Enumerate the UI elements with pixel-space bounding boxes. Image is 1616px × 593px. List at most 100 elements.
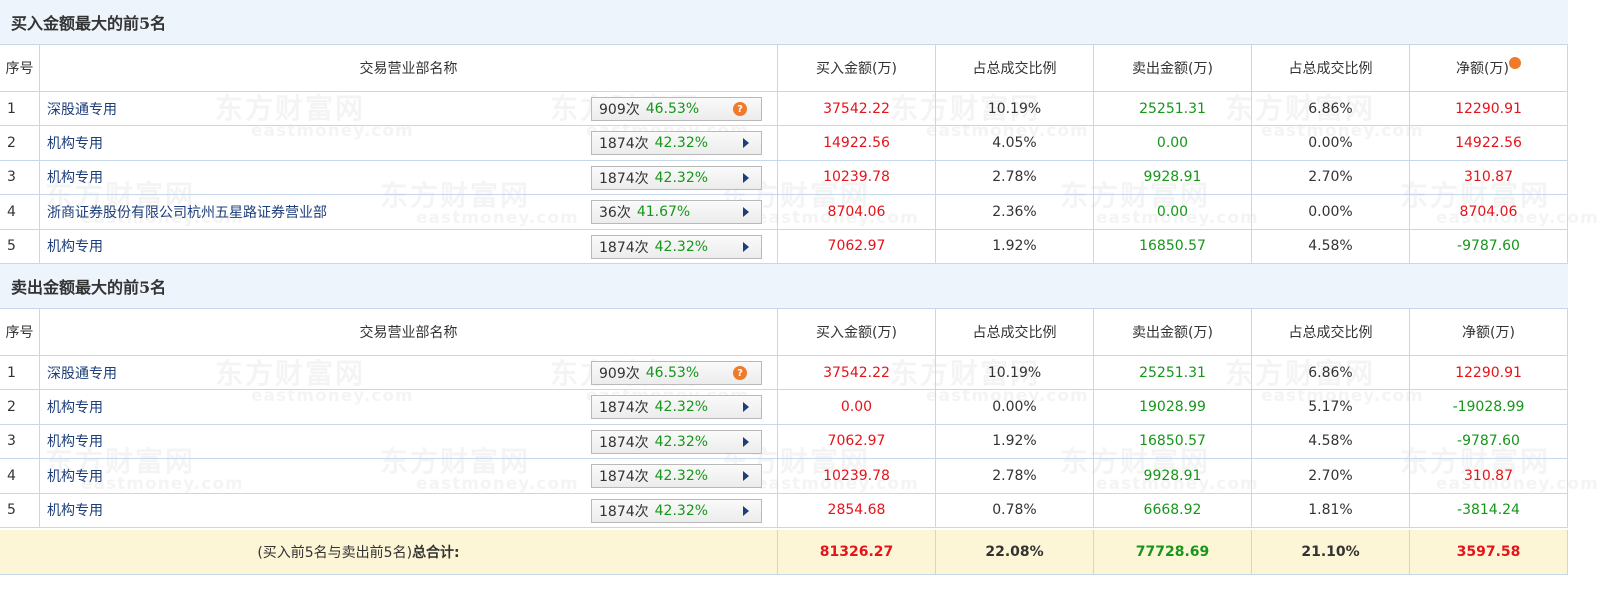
value-cell: 1.81%	[1252, 493, 1410, 528]
watermark: 东方财富网eastmoney.com	[1225, 95, 1424, 140]
broker-badge[interactable]: 1874次 42.32%	[591, 165, 762, 190]
watermark: 东方财富网eastmoney.com	[1225, 360, 1424, 405]
badge-icon[interactable]	[743, 505, 749, 516]
watermark-url: eastmoney.com	[81, 210, 244, 227]
watermark: 东方财富网eastmoney.com	[45, 448, 244, 493]
broker-badge[interactable]: 1874次 42.32%	[591, 429, 762, 454]
watermark-name: 东方财富网	[215, 95, 414, 123]
broker-badge[interactable]: 36次 41.67%	[591, 200, 762, 225]
header-text: 序号	[5, 325, 34, 341]
value-cell: 12290.91	[1410, 92, 1568, 127]
badge-icon[interactable]	[743, 402, 749, 413]
watermark-name: 东方财富网	[380, 448, 579, 476]
total-cell: 81326.27	[778, 530, 936, 575]
total-bold: 总合计:	[412, 545, 460, 561]
header-cell: 序号	[0, 45, 40, 92]
broker-cell: 机构专用	[40, 390, 778, 425]
broker-name: 机构专用	[47, 503, 103, 520]
badge-icon[interactable]	[743, 241, 749, 252]
help-icon[interactable]	[1508, 57, 1521, 69]
badge-rate: 46.53%	[645, 365, 700, 381]
header-cell: 卖出金额(万)	[1094, 309, 1252, 356]
value-cell: 10239.78	[778, 160, 936, 196]
broker-badge[interactable]: 909次 46.53%?	[591, 97, 762, 121]
value-cell: -9787.60	[1410, 229, 1568, 264]
section-title: 卖出金额最大的前5名	[0, 264, 1568, 309]
value-cell: 16850.57	[1094, 424, 1252, 460]
header-text: 净额(万)	[1462, 325, 1515, 341]
broker-cell: 深股通专用	[40, 92, 778, 127]
broker-cell: 机构专用	[40, 126, 778, 161]
value-cell: 8704.06	[778, 195, 936, 230]
header-cell: 买入金额(万)	[778, 45, 936, 92]
watermark-name: 东方财富网	[1400, 448, 1599, 476]
value-cell: -9787.60	[1410, 424, 1568, 460]
badge-count: 909次	[599, 366, 640, 382]
watermark-url: eastmoney.com	[251, 123, 414, 140]
rank: 2	[0, 126, 40, 161]
value-cell: 2.78%	[936, 160, 1094, 196]
header-text: 卖出金额(万)	[1132, 61, 1213, 77]
header-cell: 占总成交比例	[936, 309, 1094, 356]
watermark-url: eastmoney.com	[1261, 388, 1424, 405]
watermark-name: 东方财富网	[45, 182, 244, 210]
watermark-url: eastmoney.com	[251, 388, 414, 405]
watermark-name: 东方财富网	[1400, 182, 1599, 210]
header-cell: 序号	[0, 309, 40, 356]
header-cell: 卖出金额(万)	[1094, 45, 1252, 92]
value-cell: 0.00%	[936, 390, 1094, 425]
broker-name: 浙商证券股份有限公司杭州五星路证券营业部	[47, 204, 327, 221]
watermark-url: eastmoney.com	[756, 476, 919, 493]
value-cell: 0.00	[1094, 126, 1252, 161]
watermark-url: eastmoney.com	[926, 123, 1089, 140]
value-cell: 4.05%	[936, 126, 1094, 161]
broker-badge[interactable]: 1874次 42.32%	[591, 395, 762, 420]
value-cell: 7062.97	[778, 229, 936, 264]
badge-icon[interactable]	[743, 172, 749, 183]
badge-count: 1874次	[599, 170, 649, 187]
value-cell: 9928.91	[1094, 459, 1252, 494]
header-cell: 交易营业部名称	[40, 45, 778, 92]
value-cell: 0.78%	[936, 493, 1094, 528]
value-cell: 12290.91	[1410, 356, 1568, 391]
broker-badge[interactable]: 909次 46.53%?	[591, 361, 762, 385]
badge-icon[interactable]	[743, 471, 749, 482]
watermark: 东方财富网eastmoney.com	[215, 360, 414, 405]
value-cell: 6.86%	[1252, 356, 1410, 391]
value-cell: 19028.99	[1094, 390, 1252, 425]
header-text: 买入金额(万)	[816, 325, 897, 341]
watermark-url: eastmoney.com	[416, 210, 579, 227]
broker-name: 深股通专用	[47, 101, 117, 118]
badge-icon[interactable]	[743, 138, 749, 149]
broker-badge[interactable]: 1874次 42.32%	[591, 498, 762, 523]
value-cell: 5.17%	[1252, 390, 1410, 425]
broker-badge[interactable]: 1874次 42.32%	[591, 464, 762, 489]
badge-icon[interactable]: ?	[733, 366, 747, 380]
header-text: 序号	[5, 61, 34, 77]
rank: 1	[0, 356, 40, 391]
watermark: 东方财富网eastmoney.com	[1060, 448, 1259, 493]
total-cell: 22.08%	[936, 530, 1094, 575]
watermark-name: 东方财富网	[890, 360, 1089, 388]
broker-cell: 机构专用	[40, 160, 778, 196]
watermark: 东方财富网eastmoney.com	[1400, 448, 1599, 493]
badge-icon[interactable]: ?	[733, 102, 747, 116]
header-text: 占总成交比例	[1288, 61, 1373, 77]
broker-badge[interactable]: 1874次 42.32%	[591, 234, 762, 259]
rank: 4	[0, 195, 40, 230]
value-cell: 14922.56	[778, 126, 936, 161]
broker-badge[interactable]: 1874次 42.32%	[591, 131, 762, 156]
value-cell: 2.70%	[1252, 160, 1410, 196]
badge-count: 1874次	[599, 400, 649, 417]
badge-icon[interactable]	[743, 436, 749, 447]
header-text: 占总成交比例	[972, 61, 1057, 77]
total-cell: 21.10%	[1252, 530, 1410, 575]
badge-rate: 41.67%	[636, 204, 691, 221]
watermark-name: 东方财富网	[890, 95, 1089, 123]
value-cell: 310.87	[1410, 459, 1568, 494]
watermark-url: eastmoney.com	[81, 476, 244, 493]
total-label: (买入前5名与卖出前5名) 总合计:	[0, 530, 778, 575]
badge-rate: 46.53%	[645, 101, 700, 117]
badge-icon[interactable]	[743, 207, 749, 218]
